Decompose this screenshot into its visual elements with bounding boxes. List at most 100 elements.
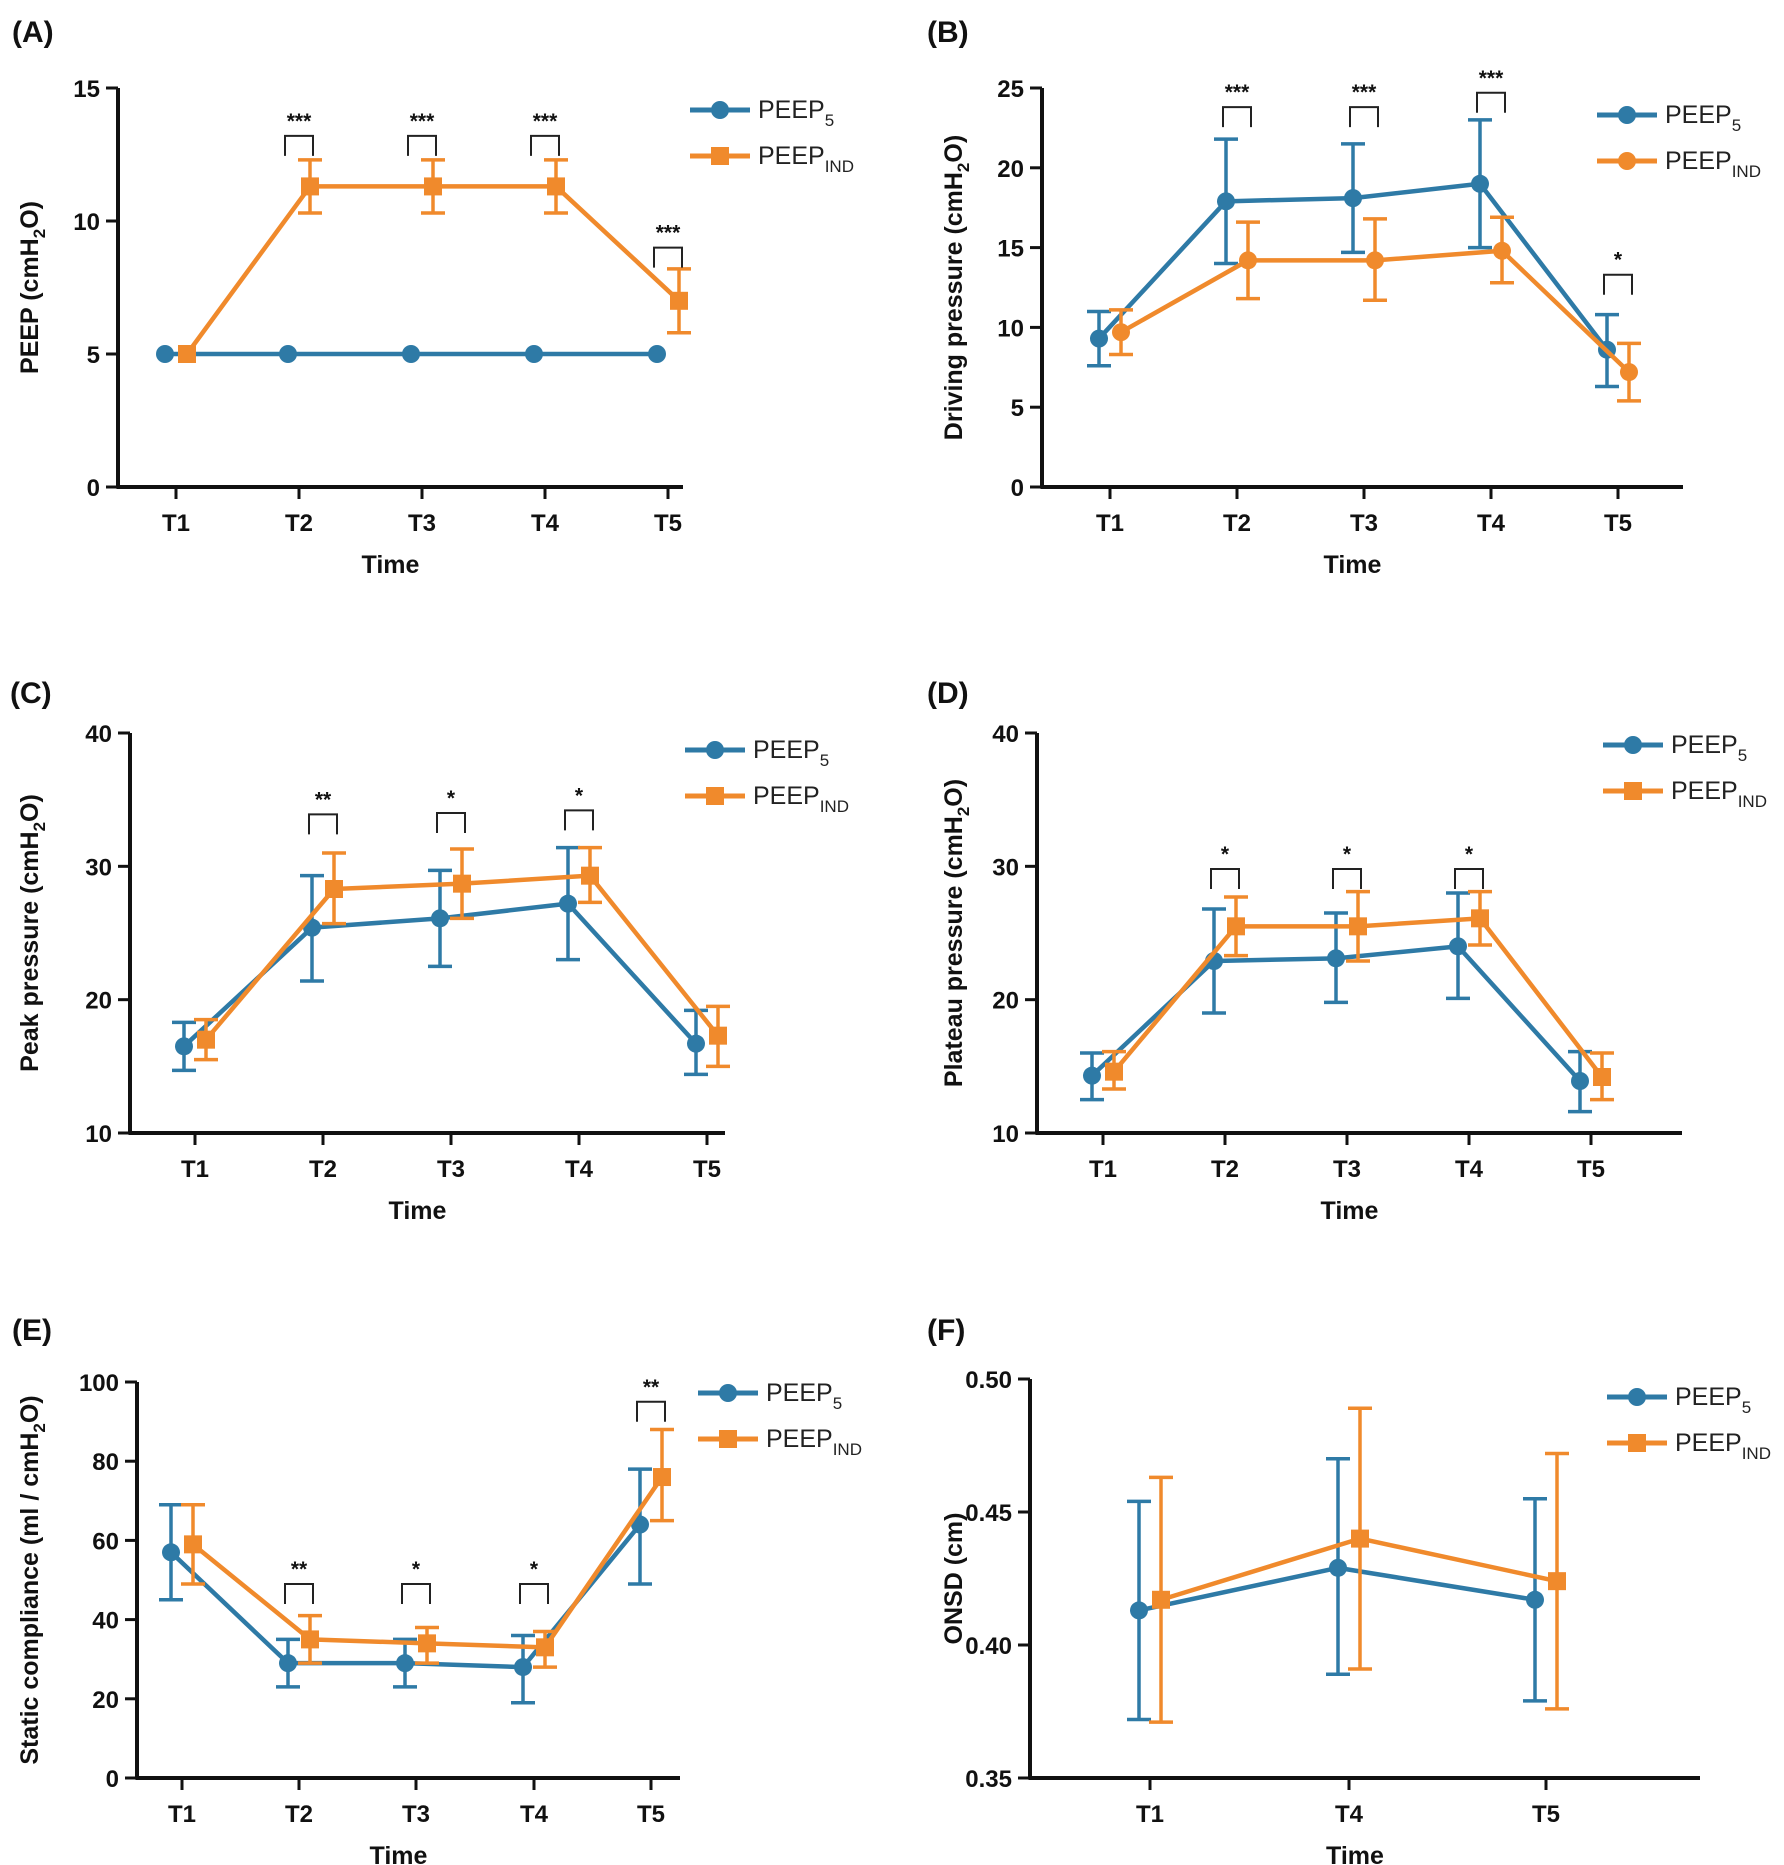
significance-bracket: * [1210,843,1240,889]
legend-sub: IND [820,797,849,816]
legend-name: PEEP [1665,147,1732,175]
y-axis-title-main: Plateau pressure (cmH [940,816,968,1087]
data-point [1227,917,1245,936]
x-axis-title: Time [1326,1842,1384,1865]
legend-sub: 5 [825,111,834,130]
legend-sub: 5 [1742,1398,1751,1417]
x-tick-label: T4 [1455,1156,1484,1183]
data-point [1571,1072,1589,1090]
data-point [301,1630,319,1649]
legend-name: PEEP [753,736,820,764]
y-axis-title-sub: 2 [30,822,49,831]
data-point [1471,174,1489,193]
chart-panel-6: (F) 0.35 0.40 0.45 0.50 T1 T4 T5 Time ONSD (cm) PE… [927,1314,1771,1865]
significance-bracket: *** [407,110,437,156]
significance-label: *** [533,110,558,133]
y-tick-label: 0.40 [965,1633,1012,1660]
data-point [559,894,577,913]
legend-sub: 5 [820,751,829,770]
significance-label: *** [1225,81,1250,104]
data-point [1344,189,1362,208]
significance-label: * [575,784,584,807]
bracket-line [1476,91,1506,113]
data-point [1351,1529,1369,1548]
x-tick-label: T5 [1532,1801,1560,1828]
x-tick-label: T1 [1096,510,1124,537]
data-point [178,345,196,363]
x-axis-title: Time [370,1842,428,1865]
bracket-line [407,134,437,156]
data-point [1239,251,1257,270]
data-point [1349,917,1367,936]
significance-label: *** [1479,67,1504,90]
series-peep5 [1127,1457,1547,1722]
y-axis-title: Driving pressure (cmH2O) [940,135,973,440]
legend-name: PEEP [758,142,825,170]
significance-label: ** [643,1376,660,1399]
x-tick-label: T2 [285,510,313,537]
x-axis-title: Time [389,1197,447,1225]
significance-label: * [412,1558,421,1581]
significance-bracket: * [564,784,594,831]
series-peepind [1109,215,1641,403]
significance-bracket: ** [284,1558,314,1604]
significance-bracket: ** [308,788,338,835]
x-tick-label: T3 [1350,510,1378,537]
significance-bracket: * [436,787,466,833]
x-tick-label: T4 [531,510,560,537]
y-axis-title: PEEP (cmH2O) [16,201,49,374]
legend-name: PEEP [766,1379,833,1407]
significance-label: * [1343,843,1352,866]
panel-label: (E) [12,1314,52,1347]
chart-panel-1: (A) 0 5 10 15 T1 T2 T3 T4 T5 Time PEEP (cmH2O) *** **… [12,16,854,579]
bracket-line [1454,868,1484,889]
significance-label: * [1221,843,1230,866]
legend-sub: 5 [833,1394,842,1413]
panel-label: (C) [10,677,52,710]
significance-label: *** [287,110,312,133]
significance-label: *** [1352,81,1377,104]
legend-name: PEEP [1675,1383,1742,1411]
bracket-line [1222,106,1252,128]
y-axis-title-main: ONSD (cm) [940,1513,968,1645]
bracket-line [519,1582,549,1604]
y-tick-label: 40 [992,721,1019,748]
data-point [709,1026,727,1045]
data-point [325,880,343,898]
data-point [1130,1601,1148,1620]
significance-bracket: *** [653,222,683,268]
x-tick-label: T3 [1333,1156,1361,1183]
data-point [418,1634,436,1653]
legend-name: PEEP [753,782,820,810]
bracket-line [636,1400,666,1422]
data-point [453,874,471,893]
significance-bracket: * [519,1558,549,1604]
data-point [1366,251,1384,270]
y-axis-title-sub: 2 [954,163,973,172]
x-tick-label: T2 [1211,1156,1239,1183]
y-axis-title-main: Peak pressure (cmH [16,831,44,1071]
data-point [536,1638,554,1657]
y-tick-label: 60 [92,1528,119,1555]
data-point [402,345,420,363]
chart-panel-3: (C) 10 20 30 40 T1 T2 T3 T4 T5 Time Peak pressure (… [10,677,849,1225]
bracket-line [564,809,594,831]
x-tick-label: T5 [654,510,682,537]
data-point [648,345,666,363]
legend-marker [706,741,724,759]
x-tick-label: T5 [637,1801,665,1828]
data-point [1620,363,1638,382]
series-peep5 [172,845,708,1077]
y-tick-label: 0.45 [965,1500,1012,1527]
bracket-line [1332,868,1362,889]
x-tick-label: T1 [1136,1801,1164,1828]
legend-marker [1624,782,1642,800]
y-axis-title-end: O) [16,1395,44,1423]
y-axis-title: Plateau pressure (cmH2O) [940,779,973,1087]
significance-bracket: *** [530,110,560,156]
chart-panel-4: (D) 10 20 30 40 T1 T2 T3 T4 T5 Time Plateau pressur… [927,677,1767,1225]
bracket-line [1210,868,1240,889]
y-tick-label: 5 [87,342,100,369]
data-point [1548,1572,1566,1591]
legend-label: PEEP5 [1665,101,1741,135]
